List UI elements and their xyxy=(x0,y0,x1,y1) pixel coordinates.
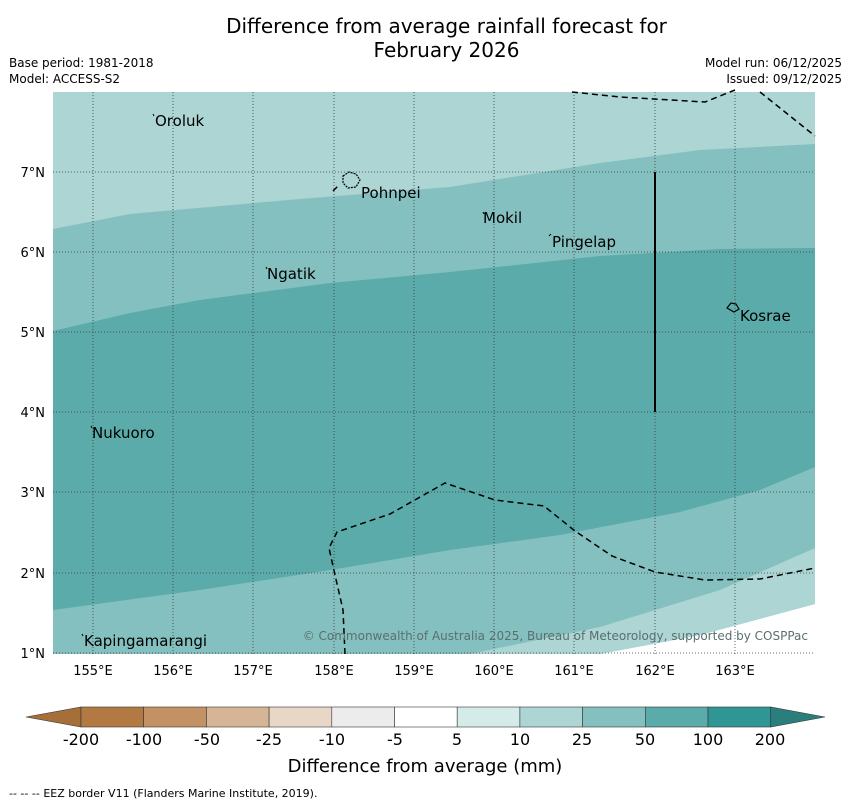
colorbar-tick: 5 xyxy=(452,730,462,749)
lon-label: 163°E xyxy=(715,664,755,679)
place-pingelap: Pingelap xyxy=(552,233,616,251)
colorbar: -200 -100 -50 -25 -10 -5 5 10 25 50 100 … xyxy=(25,706,826,777)
kosrae-island-icon xyxy=(726,302,740,313)
colorbar-extend-high xyxy=(770,706,826,728)
lat-label: 6°N xyxy=(21,246,46,261)
colorbar-segment xyxy=(394,706,458,728)
colorbar-segment xyxy=(707,706,772,728)
eez-legend: -- -- -- EEZ border V11 (Flanders Marine… xyxy=(9,786,317,802)
place-nukuoro: Nukuoro xyxy=(92,424,155,442)
colorbar-segment xyxy=(268,706,333,728)
graticule xyxy=(53,92,815,654)
colorbar-tick: -5 xyxy=(387,730,403,749)
lon-label: 161°E xyxy=(554,664,594,679)
colorbar-segments xyxy=(25,706,826,728)
colorbar-tick: -100 xyxy=(126,730,162,749)
colorbar-tick: 50 xyxy=(635,730,655,749)
colorbar-segment xyxy=(644,706,709,728)
lat-label: 3°N xyxy=(21,486,46,501)
place-kapingamarangi: Kapingamarangi xyxy=(84,632,207,650)
place-oroluk: Oroluk xyxy=(155,112,204,130)
lat-label: 7°N xyxy=(21,166,46,181)
eez-legend-symbol: -- -- -- xyxy=(9,787,40,800)
issued-date: Issued: 09/12/2025 xyxy=(726,72,842,86)
colorbar-segment xyxy=(143,706,207,728)
lon-label: 156°E xyxy=(153,664,193,679)
shade-10-25-south xyxy=(330,548,815,654)
lat-label: 2°N xyxy=(21,567,46,582)
lon-label: 157°E xyxy=(233,664,273,679)
colorbar-tick: -25 xyxy=(256,730,282,749)
model-run: Model run: 06/12/2025 xyxy=(704,56,842,70)
colorbar-segment xyxy=(456,706,521,728)
lat-label: 4°N xyxy=(21,406,46,421)
shade-10-25-north xyxy=(53,92,815,229)
model-name: Model: ACCESS-S2 xyxy=(9,72,121,86)
colorbar-segment xyxy=(80,706,145,728)
lon-label: 160°E xyxy=(474,664,514,679)
lon-label: 159°E xyxy=(394,664,434,679)
colorbar-segment xyxy=(582,706,646,728)
title-line2: February 2026 xyxy=(373,38,520,62)
colorbar-tick: -50 xyxy=(194,730,220,749)
title-line1: Difference from average rainfall forecas… xyxy=(226,14,667,38)
lat-label: 1°N xyxy=(21,647,46,662)
lon-label: 158°E xyxy=(314,664,354,679)
pohnpei-island-icon xyxy=(342,171,361,189)
shade-50-100 xyxy=(53,248,815,610)
place-pohnpei: Pohnpei xyxy=(361,184,421,202)
colorbar-tick: 200 xyxy=(755,730,786,749)
colorbar-tick: -10 xyxy=(319,730,345,749)
colorbar-label: Difference from average (mm) xyxy=(288,756,563,777)
colorbar-segment xyxy=(206,706,270,728)
colorbar-extend-low xyxy=(25,706,82,728)
colorbar-segment xyxy=(331,706,395,728)
lon-label: 155°E xyxy=(73,664,113,679)
base-period: Base period: 1981-2018 xyxy=(9,56,154,70)
copyright-notice: © Commonwealth of Australia 2025, Bureau… xyxy=(303,629,808,643)
shade-5-10-corner xyxy=(53,604,815,654)
colorbar-tick: 100 xyxy=(693,730,724,749)
place-mokil: Mokil xyxy=(483,209,522,227)
eez-legend-text: EEZ border V11 (Flanders Marine Institut… xyxy=(43,787,318,800)
lon-label: 162°E xyxy=(635,664,675,679)
place-ngatik: Ngatik xyxy=(267,265,316,283)
colorbar-segment xyxy=(519,706,583,728)
place-kosrae: Kosrae xyxy=(740,307,791,325)
colorbar-tick: -200 xyxy=(63,730,99,749)
atoll-markers xyxy=(81,113,552,637)
eez-borders xyxy=(328,89,816,655)
lat-label: 5°N xyxy=(21,326,46,341)
colorbar-tick: 25 xyxy=(572,730,592,749)
forecast-map: Oroluk Pohnpei Mokil Pingelap Ngatik Kos… xyxy=(21,89,816,679)
colorbar-tick: 10 xyxy=(510,730,530,749)
rainfall-shading xyxy=(53,92,815,654)
